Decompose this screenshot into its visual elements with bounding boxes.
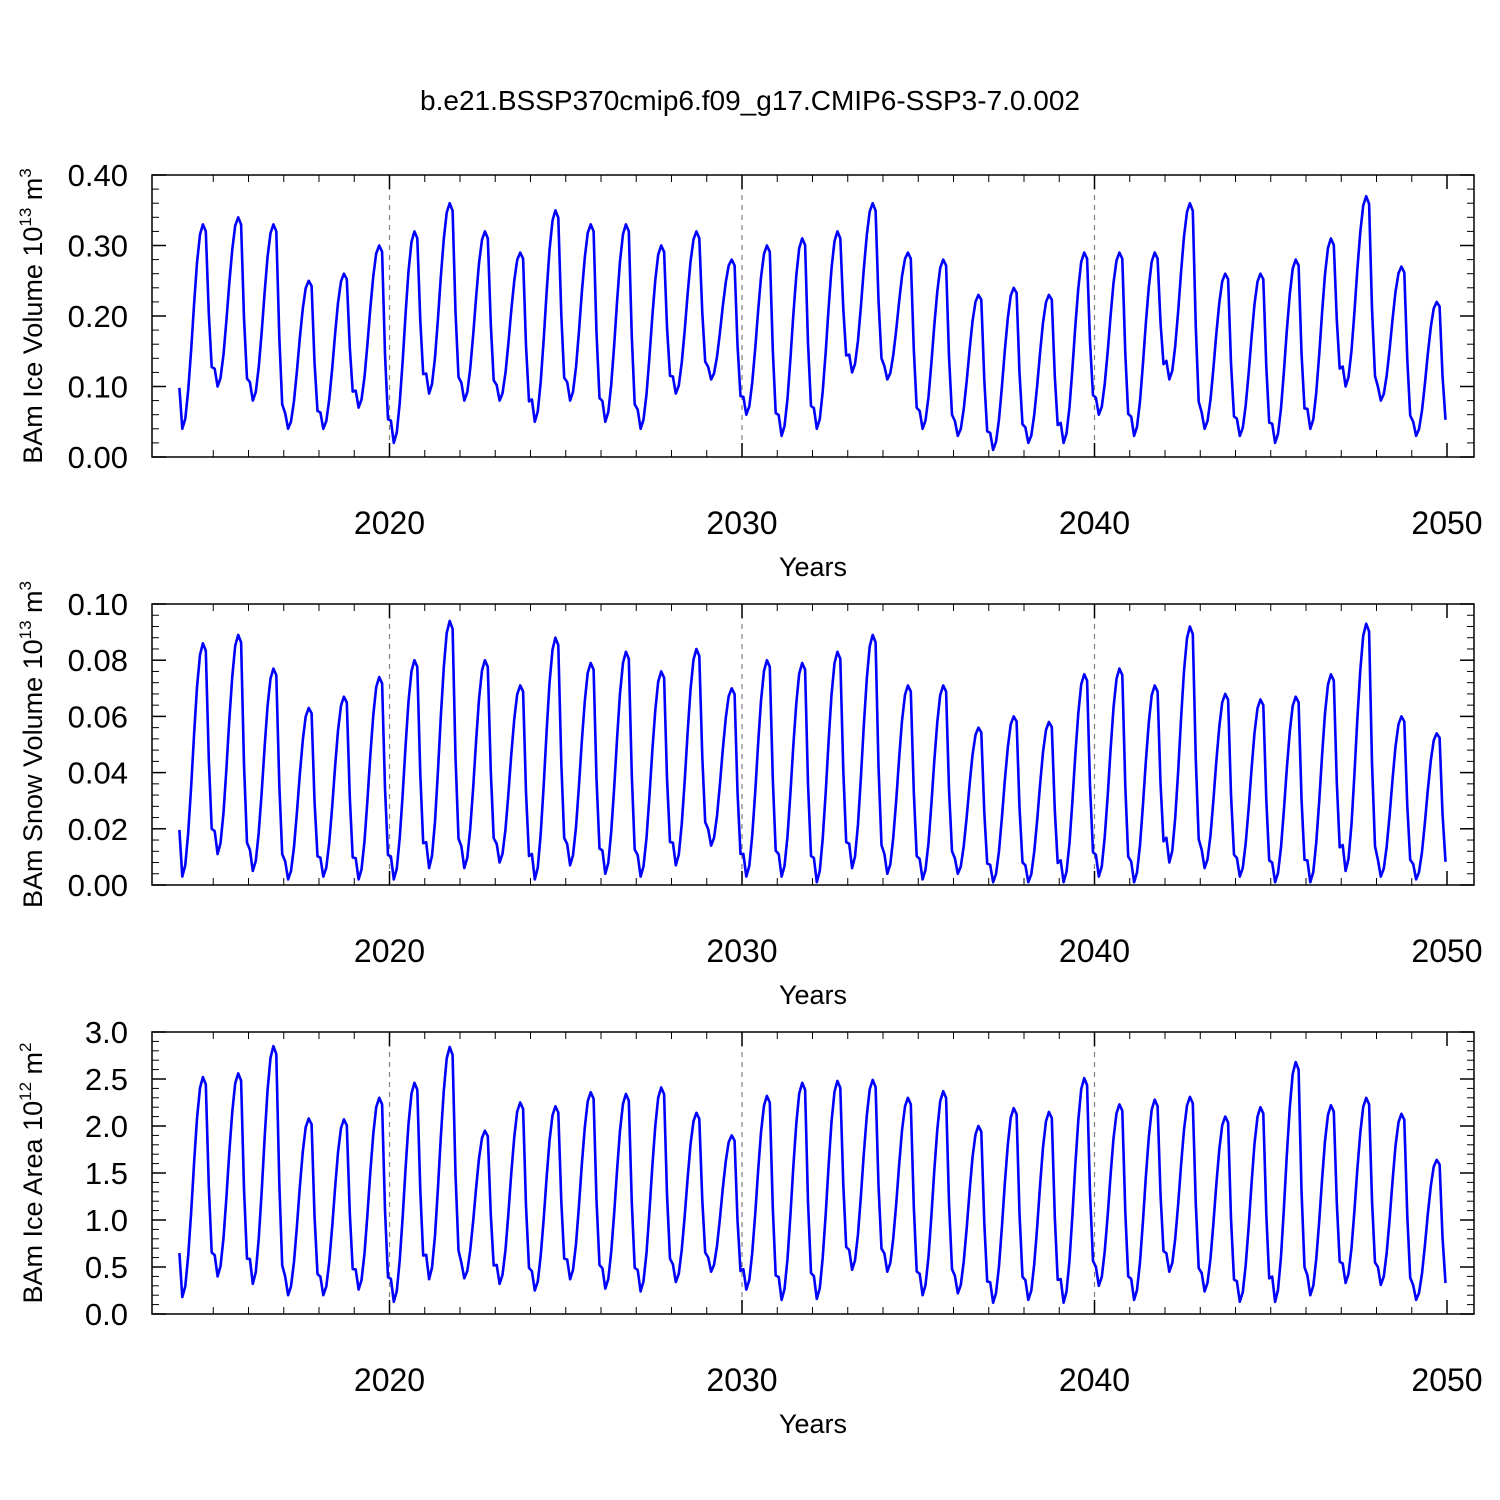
panel-1-y-axis-label-exponent: 13	[16, 208, 35, 227]
panel-1-y-axis-label-unit-exponent: 3	[16, 168, 35, 177]
panel-2-y-tick-label: 0.02	[68, 812, 128, 847]
panel-3-y-axis-label-unit-exponent: 2	[16, 1043, 35, 1052]
panel-3-y-axis-label-text: BAm Ice Area 10	[18, 1101, 48, 1304]
panel-3-x-tick-label: 2020	[354, 1362, 425, 1398]
panel-2-plot-frame	[151, 603, 1475, 886]
panel-2-y-axis-label-exponent: 13	[16, 620, 35, 639]
panel-2-y-tick-label: 0.08	[68, 643, 128, 678]
panel-1-y-tick-label: 0.00	[68, 440, 128, 475]
panel-3-series-line	[178, 1044, 1447, 1304]
panel-1-x-tick-label: 2050	[1411, 505, 1482, 541]
panel-2-x-tick-label: 2050	[1411, 933, 1482, 969]
panel-2-y-axis-label-unit-exponent: 3	[16, 581, 35, 590]
panel-3-y-tick-label: 2.5	[85, 1062, 128, 1097]
panel-1-x-tick-label: 2030	[706, 505, 777, 541]
panel-2-y-axis-label: BAm Snow Volume 1013 m3	[16, 581, 48, 908]
panel-2-y-tick-label: 0.04	[68, 756, 128, 791]
panel-3-y-tick-label: 1.0	[85, 1203, 128, 1238]
chart-title: b.e21.BSSP370cmip6.f09_g17.CMIP6-SSP3-7.…	[420, 85, 1080, 116]
panel-2-y-tick-label: 0.10	[68, 587, 128, 622]
panel-3-x-axis-label: Years	[779, 1409, 847, 1439]
panel-3-y-axis-label-exponent: 12	[16, 1082, 35, 1101]
panel-2-x-tick-label: 2040	[1059, 933, 1130, 969]
panel-1-y-axis-label: BAm Ice Volume 1013 m3	[16, 168, 48, 464]
panel-1-x-tick-label: 2020	[354, 505, 425, 541]
panel-3-y-tick-label: 3.0	[85, 1015, 128, 1050]
panel-1-plot-frame	[151, 174, 1475, 458]
panel-2-x-tick-label: 2030	[706, 933, 777, 969]
panel-3-plot-frame	[151, 1031, 1475, 1315]
panel-2-y-tick-label: 0.00	[68, 868, 128, 903]
panel-2-y-axis-label-text: BAm Snow Volume 10	[18, 639, 48, 908]
panel-3-y-tick-label: 0.5	[85, 1250, 128, 1285]
panel-3-y-tick-label: 1.5	[85, 1156, 128, 1191]
panel-3-y-axis-label: BAm Ice Area 1012 m2	[16, 1043, 48, 1304]
panel-2-x-axis-label: Years	[779, 980, 847, 1010]
panel-3-y-tick-label: 0.0	[85, 1297, 128, 1332]
panel-2-x-tick-label: 2020	[354, 933, 425, 969]
panel-1-y-tick-label: 0.20	[68, 299, 128, 334]
panel-3-y-axis-label-unit: m	[18, 1052, 48, 1082]
panel-3-x-tick-label: 2030	[706, 1362, 777, 1398]
panel-1-y-tick-label: 0.10	[68, 370, 128, 405]
panel-1-series-line	[178, 194, 1447, 452]
panel-2-y-tick-label: 0.06	[68, 699, 128, 734]
panel-1-y-axis-label-unit: m	[18, 178, 48, 208]
panel-3-x-tick-label: 2040	[1059, 1362, 1130, 1398]
panel-2-series-line	[178, 619, 1447, 884]
panel-3-y-tick-label: 2.0	[85, 1109, 128, 1144]
panel-1-y-tick-label: 0.30	[68, 229, 128, 264]
panel-1-x-axis-label: Years	[779, 552, 847, 582]
panel-1-y-axis-label-text: BAm Ice Volume 10	[18, 227, 48, 464]
panel-2-y-axis-label-unit: m	[18, 590, 48, 620]
panel-1-x-tick-label: 2040	[1059, 505, 1130, 541]
panel-3-x-tick-label: 2050	[1411, 1362, 1482, 1398]
panel-1-y-tick-label: 0.40	[68, 158, 128, 193]
